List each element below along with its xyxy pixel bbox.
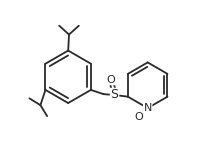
Text: O: O [107,75,115,85]
Text: S: S [111,89,119,101]
Text: N: N [143,103,152,113]
Text: O: O [134,112,143,122]
